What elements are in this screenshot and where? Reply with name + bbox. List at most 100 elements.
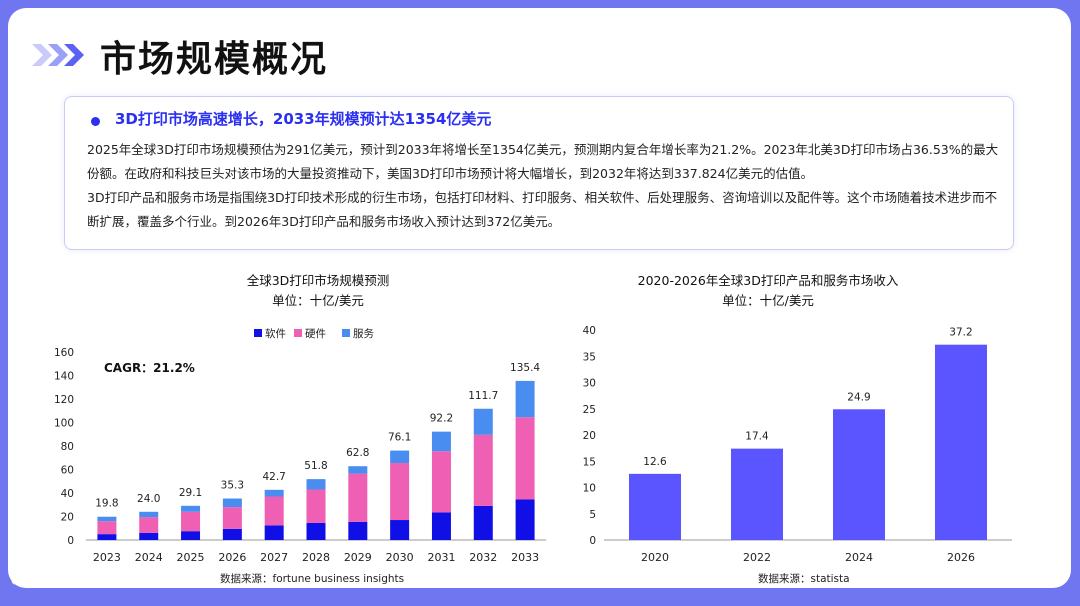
y-tick-label: 25 [583, 404, 596, 416]
bar-segment-2028-2 [306, 479, 326, 490]
bar-2024 [833, 409, 885, 540]
value-label-2024: 24.9 [847, 391, 870, 403]
x-tick-label-2022: 2022 [743, 551, 771, 564]
bar-segment-2028-0 [306, 522, 326, 540]
revenue-bar-chart: 0 5 10 15 20 25 30 35 40 12.6 2020 17.4 2022 24.9 2024… [583, 325, 1012, 585]
bar-segment-2030-0 [390, 520, 410, 540]
bar-segment-2032-2 [473, 408, 493, 435]
bar-segment-2029-1 [348, 473, 368, 522]
bar-segment-2027-0 [264, 525, 284, 540]
value-label-2026: 37.2 [949, 327, 972, 339]
x-tick-label-2028: 2028 [302, 551, 330, 564]
legend-swatch-0 [254, 329, 262, 337]
bar-2026 [935, 344, 987, 540]
x-tick-label-2020: 2020 [641, 551, 669, 564]
bar-segment-2023-0 [97, 534, 117, 540]
legend-label-2: 服务 [353, 327, 374, 340]
total-label-2030: 76.1 [388, 432, 411, 444]
bar-segment-2027-2 [264, 489, 284, 497]
total-label-2029: 62.8 [346, 447, 369, 459]
x-tick-label-2024: 2024 [845, 551, 873, 564]
y-tick-label: 40 [583, 325, 596, 337]
bar-segment-2033-0 [515, 499, 535, 540]
bar-segment-2028-1 [306, 489, 326, 523]
chart1-subtitle: 单位：十亿/美元 [272, 293, 364, 308]
chart1-source: 数据来源：fortune business insights [220, 572, 404, 585]
y-tick-label: 160 [54, 347, 74, 359]
y-tick-label: 120 [54, 394, 74, 406]
page-title: 市场规模概况 [100, 39, 329, 80]
value-label-2020: 12.6 [643, 456, 667, 468]
y-tick-label: 30 [583, 378, 596, 390]
bar-segment-2033-2 [515, 380, 535, 418]
chart2-source: 数据来源：statista [758, 572, 850, 585]
legend-label-0: 软件 [265, 327, 286, 340]
legend-swatch-1 [294, 329, 302, 337]
x-tick-label-2023: 2023 [93, 551, 121, 564]
bar-segment-2033-1 [515, 417, 535, 500]
brand-logo-text: 大数跨境 [33, 570, 110, 591]
total-label-2023: 19.8 [95, 498, 118, 510]
bar-segment-2023-1 [97, 521, 117, 535]
bar-segment-2029-0 [348, 521, 368, 540]
bar-segment-2026-1 [222, 507, 242, 529]
total-label-2024: 24.0 [137, 493, 160, 505]
bar-segment-2030-1 [390, 463, 410, 521]
bar-segment-2031-1 [431, 451, 451, 513]
x-tick-label-2033: 2033 [511, 551, 539, 564]
y-tick-label: 20 [61, 512, 74, 524]
y-tick-label: 15 [583, 456, 596, 468]
x-tick-label-2031: 2031 [427, 551, 455, 564]
bar-2020 [629, 473, 681, 540]
y-tick-label: 80 [61, 441, 74, 453]
y-tick-label: 100 [54, 418, 74, 430]
legend-label-1: 硬件 [305, 328, 326, 340]
summary-card: 3D打印市场高速增长，2033年规模预计达1354亿美元 2025年全球3D打印… [64, 96, 1014, 250]
value-label-2022: 17.4 [745, 431, 769, 443]
y-tick-label: 10 [583, 483, 596, 495]
chart2-title: 2020-2026年全球3D打印产品和服务市场收入 [637, 273, 899, 288]
x-tick-label-2026: 2026 [947, 551, 975, 564]
y-tick-label: 40 [61, 488, 74, 500]
summary-paragraph-1: 2025年全球3D打印市场规模预估为291亿美元，预计到2033年将增长至135… [87, 142, 999, 181]
x-tick-label-2026: 2026 [218, 551, 246, 564]
total-label-2032: 111.7 [468, 390, 498, 402]
total-label-2033: 135.4 [510, 362, 540, 374]
summary-headline: 3D打印市场高速增长，2033年规模预计达1354亿美元 [115, 110, 492, 128]
chart1-title: 全球3D打印市场规模预测 [246, 273, 390, 288]
bar-segment-2027-1 [264, 496, 284, 526]
legend-swatch-2 [342, 329, 350, 337]
total-label-2028: 51.8 [304, 460, 327, 472]
x-tick-label-2027: 2027 [260, 551, 288, 564]
bar-segment-2025-0 [181, 531, 201, 540]
bar-2022 [731, 448, 783, 540]
bar-segment-2024-1 [139, 517, 159, 533]
bar-segment-2025-2 [181, 505, 201, 512]
y-tick-label: 20 [583, 430, 596, 442]
bar-segment-2023-2 [97, 516, 117, 522]
total-label-2031: 92.2 [430, 413, 453, 425]
x-tick-label-2029: 2029 [344, 551, 372, 564]
bar-segment-2031-0 [431, 512, 451, 540]
y-tick-label: 0 [589, 535, 596, 547]
bar-segment-2026-2 [222, 498, 242, 508]
y-tick-label: 140 [54, 371, 74, 383]
bar-segment-2026-0 [222, 528, 242, 540]
bar-segment-2024-0 [139, 532, 159, 540]
bar-segment-2025-1 [181, 511, 201, 532]
y-tick-label: 0 [67, 535, 74, 547]
x-tick-label-2024: 2024 [135, 551, 163, 564]
x-tick-label-2030: 2030 [386, 551, 414, 564]
bar-segment-2029-2 [348, 466, 368, 474]
x-tick-label-2032: 2032 [469, 551, 497, 564]
summary-paragraph-2: 3D打印产品和服务市场是指围绕3D打印技术形成的衍生市场，包括打印材料、打印服务… [87, 190, 998, 229]
bar-segment-2030-2 [390, 450, 410, 464]
y-tick-label: 5 [589, 509, 596, 521]
bullet-dot-icon [91, 117, 100, 126]
bar-segment-2032-1 [473, 434, 493, 506]
chart2-subtitle: 单位：十亿/美元 [722, 293, 814, 308]
slide-frame: 市场规模概况 3D打印市场高速增长，2033年规模预计达1354亿美元 2025… [8, 8, 1071, 588]
total-label-2025: 29.1 [179, 487, 202, 499]
x-tick-label-2025: 2025 [177, 551, 205, 564]
bar-segment-2032-0 [473, 505, 493, 540]
